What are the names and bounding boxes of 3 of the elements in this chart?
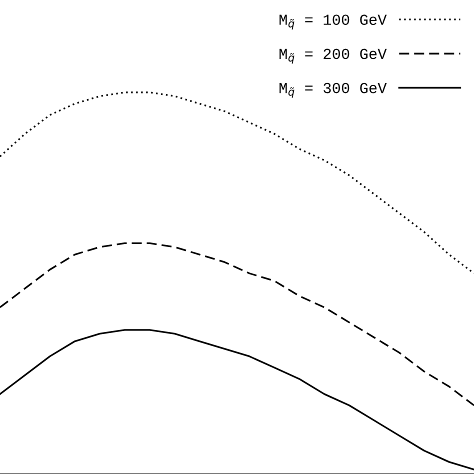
legend-label: M$_{q̃}$ = 100 GeV xyxy=(280,14,387,30)
legend-label: M$_{q̃}$ = 300 GeV xyxy=(280,82,387,98)
legend-label: M$_{q̃}$ = 200 GeV xyxy=(280,48,387,64)
